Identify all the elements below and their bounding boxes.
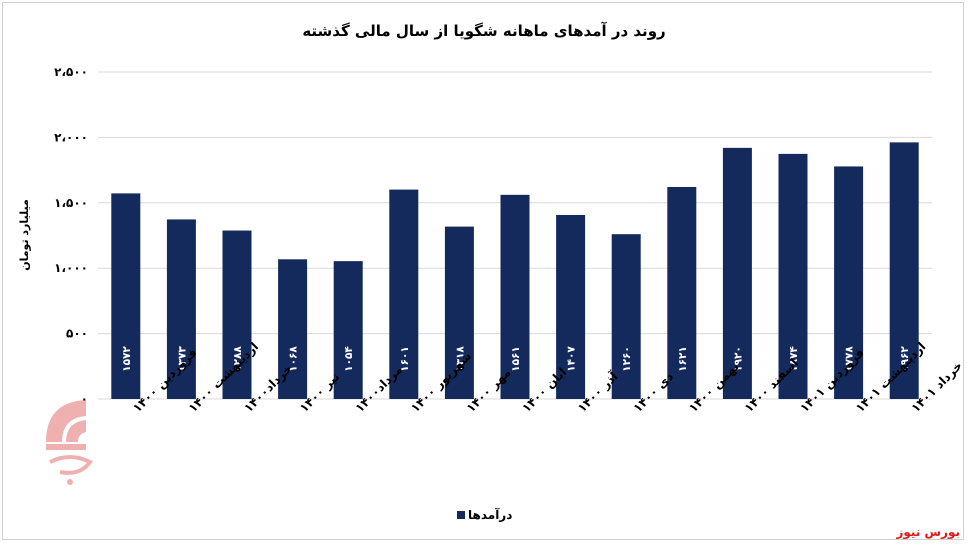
y-axis-label: میلیارد تومان	[18, 199, 31, 271]
bar-11	[667, 186, 697, 399]
data-label: ۱۲۸۸	[232, 346, 244, 372]
y-axis-ticks: ۰ ۵۰۰ ۱،۰۰۰ ۱،۵۰۰ ۲،۰۰۰ ۲،۵۰۰	[54, 65, 88, 406]
data-label: ۱۵۶۱	[510, 346, 522, 372]
data-label: ۱۳۱۸	[454, 346, 466, 372]
data-label: ۱۶۰۱	[399, 346, 411, 372]
legend-swatch	[457, 511, 465, 519]
bar-7	[444, 226, 474, 399]
bar-15	[889, 142, 919, 399]
data-label: ۱۴۰۷	[566, 346, 578, 372]
bars	[111, 142, 919, 399]
bar-14	[834, 166, 864, 399]
logo-watermark	[40, 382, 120, 496]
data-label: ۱۹۲۰	[732, 346, 744, 372]
bar-8	[500, 194, 530, 399]
data-label: ۱۰۶۸	[288, 346, 300, 372]
bar-12	[722, 147, 752, 399]
y-tick-label: ۲،۰۰۰	[54, 130, 88, 144]
data-label: ۱۶۲۱	[677, 346, 689, 372]
legend-label: درآمدها	[468, 507, 512, 522]
bar-2	[166, 219, 196, 399]
data-label: ۱۷۷۸	[844, 346, 856, 372]
y-tick-label: ۲،۵۰۰	[54, 65, 88, 79]
y-tick-label: ۱،۵۰۰	[54, 196, 88, 210]
data-label: ۱۵۷۲	[121, 346, 133, 372]
y-tick-label: ۵۰۰	[66, 327, 88, 341]
bar-6	[389, 189, 419, 399]
data-label: ۱۹۶۲	[899, 346, 911, 372]
source-credit: بورس نیوز	[896, 525, 960, 539]
data-label: ۱۸۷۴	[788, 346, 800, 372]
bar-9	[556, 214, 586, 399]
bar-3	[222, 230, 252, 399]
data-label: ۱۰۵۴	[343, 346, 355, 372]
data-label: ۱۲۶۰	[621, 346, 633, 372]
bar-5	[333, 261, 363, 399]
bar-1	[111, 193, 141, 399]
chart-title: روند در آمدهای ماهانه شگویا از سال مالی …	[302, 22, 665, 40]
bar-13	[778, 153, 808, 399]
legend: درآمدها	[457, 507, 512, 522]
bar-10	[611, 234, 641, 399]
bar-4	[278, 259, 308, 399]
y-tick-label: ۰	[81, 392, 88, 406]
y-tick-label: ۱،۰۰۰	[54, 261, 88, 275]
data-label: ۱۳۷۳	[176, 346, 188, 372]
data-labels: ۱۵۷۲ ۱۳۷۳ ۱۲۸۸ ۱۰۶۸ ۱۰۵۴ ۱۶۰۱ ۱۳۱۸ ۱۵۶۱ ۱۴۰۷ ۱۲۶۰…	[121, 346, 911, 372]
